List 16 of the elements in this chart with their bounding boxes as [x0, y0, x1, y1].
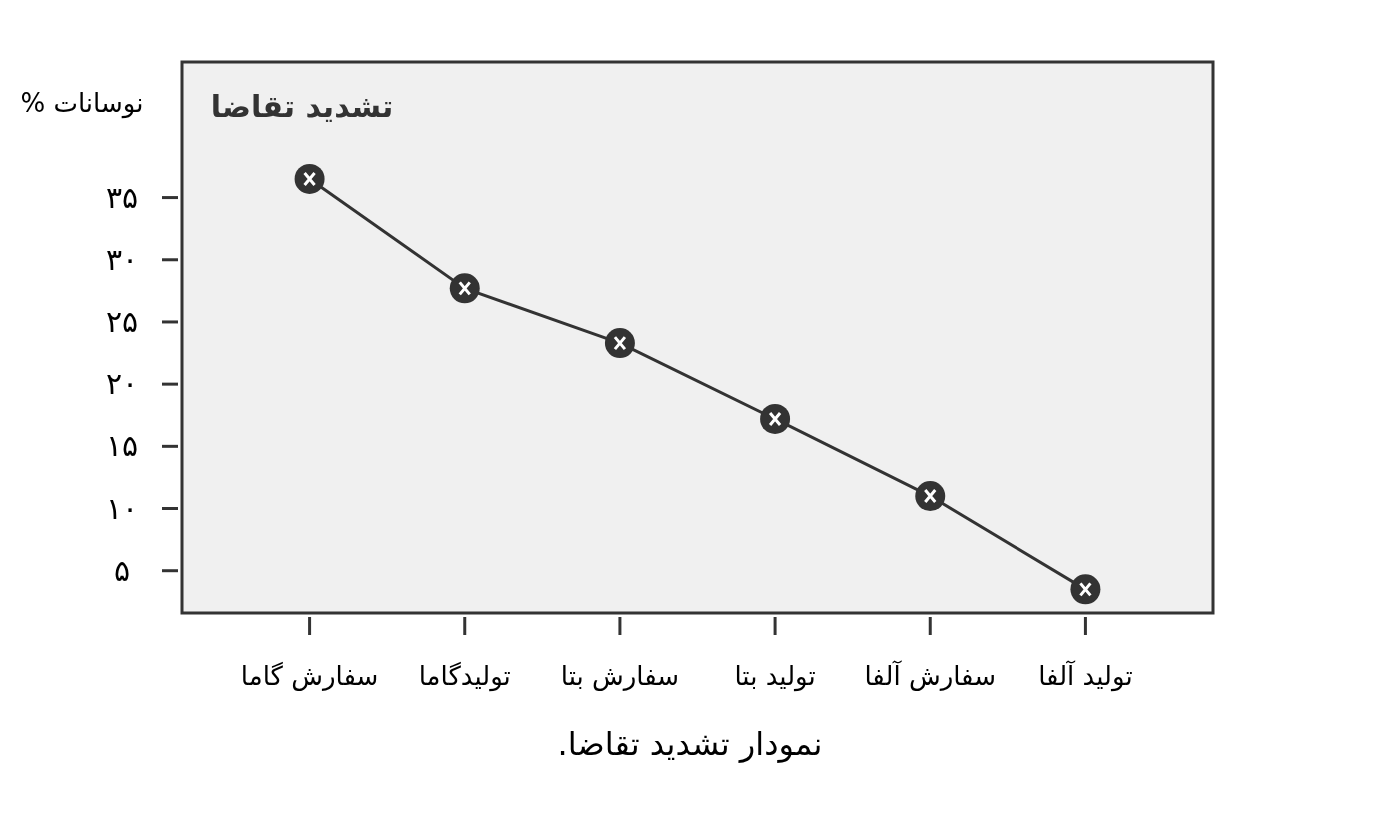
ytick-label: ۲۵ — [105, 303, 139, 339]
ytick-label: ۱۰ — [105, 490, 139, 526]
ytick-label: ۵ — [113, 552, 131, 588]
xtick-label: تولید بتا — [734, 661, 816, 691]
xtick-label: تولیدگاما — [418, 661, 511, 691]
xtick-label: سفارش گاما — [240, 661, 379, 691]
xtick-label: تولید آلفا — [1038, 661, 1133, 691]
ylabel: نوسانات % — [20, 88, 144, 118]
ytick-label: ۳۰ — [105, 241, 139, 277]
ytick-label: ۲۰ — [105, 366, 139, 402]
ytick-label: ۳۵ — [105, 179, 139, 215]
xtick-label: سفارش آلفا — [864, 661, 997, 691]
xtick-label: سفارش بتا — [560, 661, 680, 691]
annotation: نمودار تشدید تقاضا. — [557, 725, 823, 763]
title: تشدید تقاضا — [210, 89, 394, 124]
ytick-label: ۱۵ — [105, 428, 139, 464]
